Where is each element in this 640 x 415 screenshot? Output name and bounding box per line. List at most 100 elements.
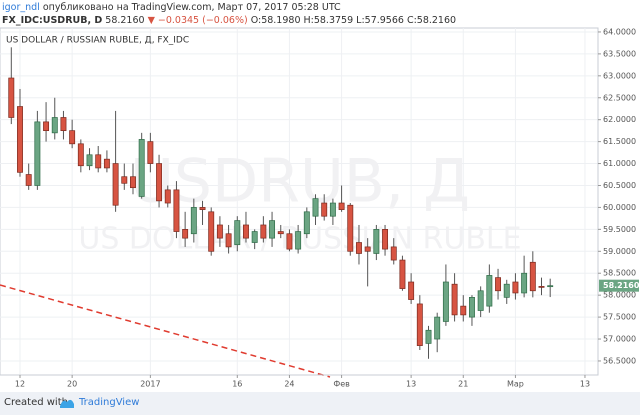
candle-body (138, 139, 145, 197)
candle-body (147, 141, 154, 164)
candle-body (225, 233, 232, 248)
watermark: USDRUB, Д (130, 147, 470, 217)
author[interactable]: igor_ndl (2, 2, 40, 13)
x-tick-label: Мар (507, 380, 524, 389)
created-with: Created with (4, 397, 68, 408)
x-tick-label: 13 (406, 380, 416, 389)
x-tick-label: 13 (580, 380, 590, 389)
published: опубликовано на TradingView.com, Март 07… (42, 2, 341, 13)
candle-body (521, 272, 528, 294)
price: 58.2160 (105, 15, 145, 26)
candle-body (408, 281, 415, 300)
candle-body (269, 220, 276, 239)
y-tick-label: 63.0000 (603, 71, 636, 80)
x-tick-label: 21 (458, 380, 468, 389)
ohlc: O:58.1980 H:58.3759 L:57.9566 C:58.2160 (250, 15, 457, 26)
chart: USDRUB, Д US DOLLAR / RUSSIAN RUBLE US D… (0, 27, 640, 389)
y-tick-label: 57.5000 (603, 313, 636, 322)
brand[interactable]: TradingView (79, 397, 140, 408)
candle-body (251, 231, 258, 243)
y-tick-label: 63.5000 (603, 49, 636, 58)
last-price-label: 58.2160 (603, 281, 640, 290)
candle-body (469, 297, 475, 318)
x-tick-label: 24 (284, 380, 294, 389)
candle-body (260, 224, 267, 239)
candle-body (495, 277, 502, 292)
candle-body (321, 202, 328, 217)
last-price-box (599, 279, 639, 292)
candle-body (486, 275, 493, 307)
candle-body (364, 246, 371, 252)
candle-body (86, 154, 93, 167)
y-tick-label: 59.0000 (603, 247, 636, 256)
candle-body (34, 121, 41, 186)
candle-body (77, 143, 84, 167)
symbol: FX_IDC:USDRUB, D (2, 15, 103, 26)
x-tick-label: 2017 (140, 380, 160, 389)
candle-body (503, 283, 510, 298)
candle-body (529, 261, 536, 292)
y-tick-label: 58.5000 (603, 269, 636, 278)
y-tick-label: 61.0000 (603, 159, 636, 168)
candle-body (434, 316, 441, 340)
publish-line: igor_ndl опубликовано на TradingView.com,… (2, 2, 344, 13)
candle-body (286, 233, 293, 250)
candle-body (182, 229, 189, 239)
candle-body (303, 211, 310, 235)
candle-body (216, 224, 223, 239)
candle-body (460, 305, 467, 316)
y-tick-label: 62.0000 (603, 115, 636, 124)
candle-body (69, 130, 76, 145)
y-tick-label: 62.5000 (603, 93, 636, 102)
candle-body (190, 207, 197, 235)
candle-body (243, 224, 249, 239)
candle-body (399, 259, 406, 289)
y-tick-label: 60.5000 (603, 181, 636, 190)
y-tick-label: 61.5000 (603, 137, 636, 146)
candle-body (43, 121, 50, 132)
candle-body (442, 281, 449, 322)
y-tick-label: 58.0000 (603, 291, 636, 300)
candle-body (17, 106, 23, 173)
candle-body (121, 176, 128, 184)
candle-body (60, 117, 67, 132)
chart-title: US DOLLAR / RUSSIAN RUBLE, Д, FX_IDC (6, 36, 189, 46)
candle-body (208, 211, 215, 252)
candle-body (390, 246, 397, 261)
candle-body (329, 202, 336, 217)
candle-body (173, 189, 180, 232)
candle-body (425, 329, 432, 344)
candle-body (95, 154, 102, 169)
candle-body (130, 176, 136, 189)
candle-body (477, 290, 484, 311)
candle-body (547, 285, 554, 288)
candle-body (338, 202, 345, 210)
candle-body (277, 231, 284, 235)
x-tick-label: Фев (333, 380, 350, 389)
candle-body (312, 198, 319, 217)
quote-line: FX_IDC:USDRUB, D 58.2160 ▼ −0.0345 (−0.06%… (2, 15, 459, 26)
change: ▼ −0.0345 (−0.06%) (147, 15, 248, 26)
candle-body (112, 163, 119, 206)
x-tick-label: 12 (15, 380, 25, 389)
y-tick-label: 64.0000 (603, 27, 636, 36)
candle-body (103, 158, 110, 169)
candle-body (373, 229, 380, 254)
candle-body (164, 189, 171, 204)
y-tick-label: 56.5000 (603, 356, 636, 365)
footer: Created with TradingView (0, 392, 640, 415)
x-tick-label: 16 (232, 380, 242, 389)
trend-line (0, 284, 331, 378)
candle-body (8, 77, 15, 118)
candle-body (382, 229, 389, 250)
logo (60, 399, 74, 408)
candle-body (234, 220, 241, 246)
y-tick-label: 59.5000 (603, 225, 636, 234)
candle-body (25, 174, 32, 186)
candle-body (156, 163, 163, 202)
candle-body (199, 207, 206, 210)
y-tick-label: 57.0000 (603, 335, 636, 344)
candle-body (416, 303, 423, 346)
y-tick-label: 60.0000 (603, 203, 636, 212)
